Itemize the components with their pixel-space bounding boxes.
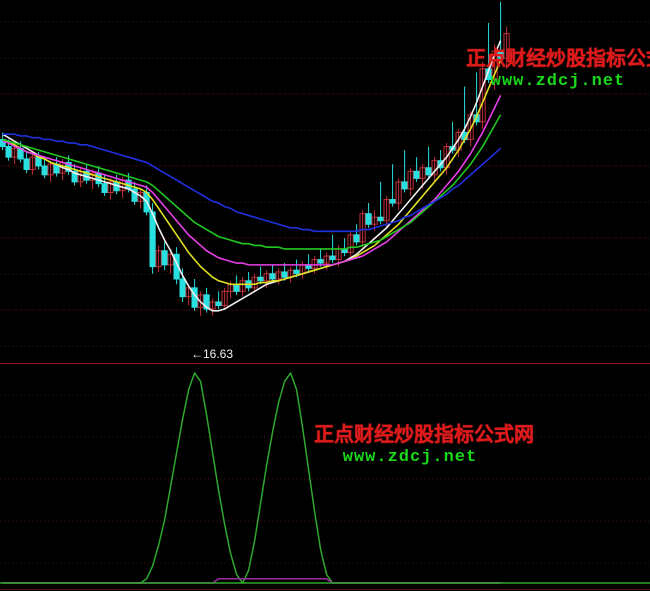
candle [341, 238, 348, 257]
candle [389, 164, 396, 207]
candle [359, 210, 366, 248]
candle [275, 268, 282, 285]
candle [269, 264, 276, 283]
candle [257, 266, 264, 285]
candle [197, 291, 204, 317]
candle [89, 169, 96, 189]
candle [209, 298, 216, 316]
candle [407, 167, 414, 197]
price-marker-label: ←16.63 [191, 347, 234, 361]
sub-series-line [2, 372, 501, 584]
candle [155, 245, 162, 272]
candle [107, 178, 114, 200]
candle [383, 196, 390, 228]
candle [215, 291, 222, 310]
pane-separator [0, 363, 650, 364]
candle [41, 157, 48, 179]
candle [167, 248, 174, 274]
candle [365, 203, 372, 228]
candle [395, 178, 402, 211]
candle [137, 188, 144, 209]
candle [203, 287, 210, 313]
candle [161, 241, 168, 271]
candle [29, 153, 36, 175]
candle [305, 254, 312, 272]
candle [491, 44, 498, 91]
candle [71, 164, 78, 186]
candle [377, 181, 384, 225]
bottom-border [0, 589, 650, 590]
candle [317, 248, 324, 267]
candle [293, 259, 300, 278]
price-chart-svg [0, 1, 650, 347]
candle [233, 275, 240, 295]
candle [47, 160, 54, 182]
sub-indicator-svg [0, 372, 650, 584]
candle [437, 150, 444, 172]
sub-indicator-pane[interactable] [0, 365, 650, 591]
ma-line [2, 114, 502, 250]
candle [425, 146, 432, 179]
ma-line [2, 95, 502, 266]
candle [401, 150, 408, 193]
candle [251, 273, 258, 292]
candle [479, 61, 486, 129]
candle [461, 86, 468, 144]
candle [497, 1, 504, 62]
ma-line [2, 59, 502, 286]
ma-line [2, 133, 502, 233]
candle [503, 26, 510, 69]
candle [239, 277, 246, 297]
main-price-pane[interactable] [0, 0, 650, 362]
candle [353, 224, 360, 246]
candle [299, 261, 306, 280]
candle [245, 271, 252, 292]
ma-line [2, 40, 502, 312]
candle [221, 287, 228, 310]
candle [185, 284, 192, 306]
candle [287, 266, 294, 283]
candle [281, 263, 288, 281]
candle [347, 231, 354, 258]
candle [413, 157, 420, 182]
candle [23, 151, 30, 174]
